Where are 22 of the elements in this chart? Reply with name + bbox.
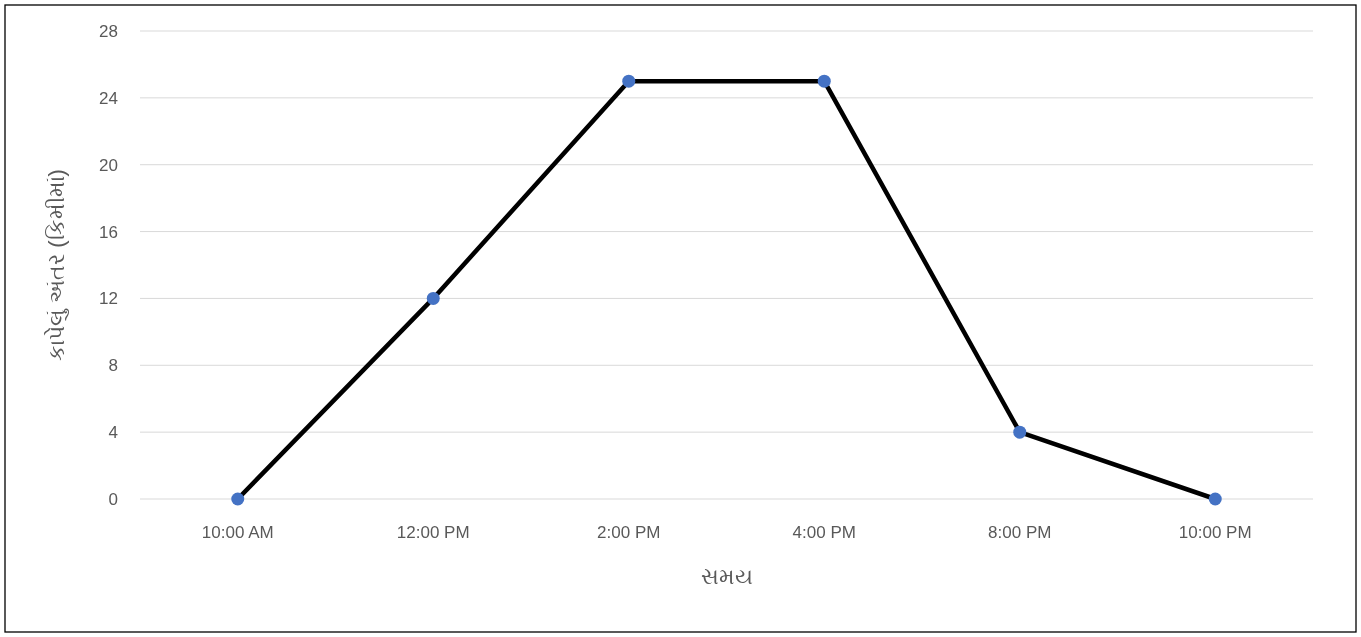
x-tick-label: 10:00 AM [201, 523, 274, 542]
point [231, 492, 245, 506]
x-tick-label: 4:00 PM [792, 523, 856, 542]
y-tick-label: 20 [99, 155, 118, 175]
x-tick-label: 8:00 PM [988, 523, 1052, 542]
x-tick-label: 2:00 PM [597, 523, 661, 542]
x-tick-label: 10:00 PM [1178, 523, 1252, 542]
y-tick-label: 12 [99, 289, 118, 309]
point [1208, 492, 1222, 506]
point [622, 74, 636, 88]
y-axis-title: કાપેલું અંતર (કિમીમાં) [44, 169, 69, 361]
y-tick-label: 8 [108, 356, 118, 376]
y-tick-label: 24 [99, 88, 118, 108]
y-tick-label: 0 [108, 490, 118, 509]
point [817, 74, 831, 88]
x-tick-label: 12:00 PM [396, 523, 470, 542]
y-tick-label: 16 [99, 222, 118, 242]
point [426, 291, 440, 305]
y-tick-label: 4 [108, 423, 118, 443]
point [1013, 425, 1027, 439]
y-tick-label: 28 [99, 22, 118, 41]
x-axis-title: સમય [700, 564, 753, 589]
